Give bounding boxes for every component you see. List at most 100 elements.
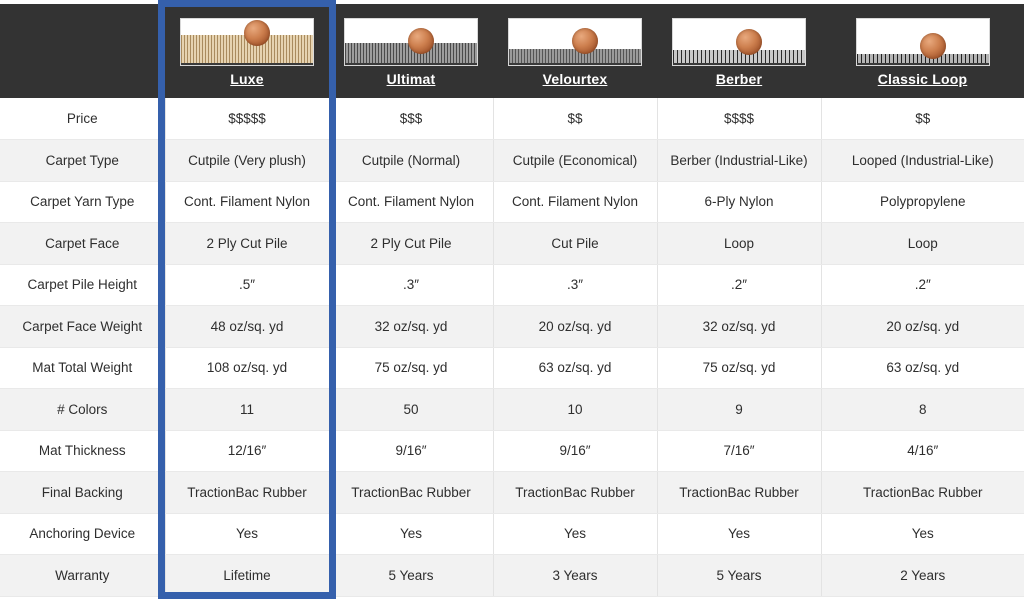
table-cell: 2 Years — [821, 554, 1024, 597]
table-cell: $$ — [821, 98, 1024, 140]
penny-scale-reference-icon — [572, 27, 598, 54]
row-label-cell: Carpet Face — [0, 222, 166, 265]
table-cell: Yes — [821, 513, 1024, 555]
product-comparison-table: Luxe Ultimat Velourtex Berber Classic Loop P… — [0, 4, 1024, 597]
penny-scale-reference-icon — [919, 32, 946, 59]
table-cell: 63 oz/sq. yd — [821, 347, 1024, 389]
penny-scale-reference-icon — [408, 27, 434, 54]
table-cell: Polypropylene — [821, 181, 1024, 223]
row-label-cell: Carpet Type — [0, 139, 166, 182]
product-header-velourtex[interactable]: Velourtex — [493, 4, 657, 98]
header-row: Luxe Ultimat Velourtex Berber Classic Loop — [0, 4, 1024, 98]
table-cell: 20 oz/sq. yd — [493, 305, 658, 348]
table-cell: 63 oz/sq. yd — [493, 347, 658, 389]
carpet-cross-section-with-penny-velourtex-thumbnail — [508, 17, 642, 66]
table-row: Carpet Face Weight 48 oz/sq. yd 32 oz/sq. … — [0, 305, 1024, 348]
product-name-label[interactable]: Ultimat — [386, 70, 436, 87]
product-name-label[interactable]: Velourtex — [542, 70, 608, 87]
carpet-cross-section-with-penny-ultimat-thumbnail — [344, 17, 478, 66]
table-cell: 12/16″ — [165, 430, 330, 472]
table-row: Anchoring Device Yes Yes Yes Yes Yes — [0, 513, 1024, 555]
table-cell: $$$$ — [657, 98, 822, 140]
row-label-cell: Final Backing — [0, 471, 166, 514]
table-row: Price $$$$$ $$$ $$ $$$$ $$ — [0, 98, 1024, 140]
table-cell: Cutpile (Economical) — [493, 139, 658, 182]
table-cell: 50 — [329, 388, 494, 431]
table-row: Final Backing TractionBac Rubber TractionB… — [0, 471, 1024, 514]
table-cell: .3″ — [493, 264, 658, 306]
table-cell: Looped (Industrial-Like) — [821, 139, 1024, 182]
table-cell: 48 oz/sq. yd — [165, 305, 330, 348]
product-name-label[interactable]: Luxe — [230, 70, 264, 87]
table-cell: .5″ — [165, 264, 330, 306]
table-cell: 7/16″ — [657, 430, 822, 472]
table-row: Carpet Face 2 Ply Cut Pile 2 Ply Cut Pile C… — [0, 222, 1024, 265]
table-cell: 9/16″ — [493, 430, 658, 472]
table-cell: 9 — [657, 388, 822, 431]
table-body: Price $$$$$ $$$ $$ $$$$ $$ Carpet Type Cutpile … — [0, 98, 1024, 597]
table-cell: TractionBac Rubber — [165, 471, 330, 514]
table-cell: 11 — [165, 388, 330, 431]
header-corner-cell — [0, 4, 165, 98]
table-cell: Lifetime — [165, 554, 330, 597]
penny-scale-reference-icon — [736, 28, 762, 55]
table-cell: 5 Years — [657, 554, 822, 597]
table-cell: Cutpile (Normal) — [329, 139, 494, 182]
table-cell: 108 oz/sq. yd — [165, 347, 330, 389]
table-cell: $$$$$ — [165, 98, 330, 140]
table-cell: TractionBac Rubber — [493, 471, 658, 514]
table-cell: 2 Ply Cut Pile — [165, 222, 330, 265]
table-cell: 5 Years — [329, 554, 494, 597]
row-label-cell: Carpet Pile Height — [0, 264, 166, 306]
product-header-classic-loop[interactable]: Classic Loop — [821, 4, 1024, 98]
row-label-cell: Price — [0, 98, 166, 140]
table-row: Carpet Yarn Type Cont. Filament Nylon Cont… — [0, 181, 1024, 223]
product-header-berber[interactable]: Berber — [657, 4, 821, 98]
table-cell: .2″ — [821, 264, 1024, 306]
product-header-luxe[interactable]: Luxe — [165, 4, 329, 98]
product-header-ultimat[interactable]: Ultimat — [329, 4, 493, 98]
table-cell: Cutpile (Very plush) — [165, 139, 330, 182]
table-cell: .2″ — [657, 264, 822, 306]
product-name-label[interactable]: Classic Loop — [877, 70, 968, 87]
table-cell: 75 oz/sq. yd — [657, 347, 822, 389]
table-cell: 10 — [493, 388, 658, 431]
table-cell: 9/16″ — [329, 430, 494, 472]
table-cell: Cont. Filament Nylon — [329, 181, 494, 223]
row-label-cell: Warranty — [0, 554, 166, 597]
carpet-cross-section-with-penny-luxe-thumbnail — [180, 17, 314, 66]
product-name-label[interactable]: Berber — [715, 70, 763, 87]
table-cell: 32 oz/sq. yd — [657, 305, 822, 348]
table-cell: Loop — [657, 222, 822, 265]
row-label-cell: Carpet Yarn Type — [0, 181, 166, 223]
table-cell: Yes — [165, 513, 330, 555]
table-cell: Yes — [329, 513, 494, 555]
row-label-cell: Mat Total Weight — [0, 347, 166, 389]
table-cell: TractionBac Rubber — [657, 471, 822, 514]
table-cell: Cont. Filament Nylon — [165, 181, 330, 223]
carpet-cross-section-with-penny-classicloop-thumbnail — [855, 17, 990, 66]
table-cell: 8 — [821, 388, 1024, 431]
row-label-cell: Mat Thickness — [0, 430, 166, 472]
table-cell: Loop — [821, 222, 1024, 265]
table-cell: Yes — [493, 513, 658, 555]
table-cell: 3 Years — [493, 554, 658, 597]
table-cell: 32 oz/sq. yd — [329, 305, 494, 348]
table-cell: 75 oz/sq. yd — [329, 347, 494, 389]
table-cell: TractionBac Rubber — [329, 471, 494, 514]
table-cell: Yes — [657, 513, 822, 555]
table-cell: 4/16″ — [821, 430, 1024, 472]
row-label-cell: Carpet Face Weight — [0, 305, 166, 348]
table-cell: Cut Pile — [493, 222, 658, 265]
table-cell: Cont. Filament Nylon — [493, 181, 658, 223]
table-row: Warranty Lifetime 5 Years 3 Years 5 Years 2 Y… — [0, 554, 1024, 597]
table-cell: .3″ — [329, 264, 494, 306]
table-cell: $$ — [493, 98, 658, 140]
table-cell: 6-Ply Nylon — [657, 181, 822, 223]
penny-scale-reference-icon — [244, 19, 270, 46]
table-cell: Berber (Industrial-Like) — [657, 139, 822, 182]
table-row: Carpet Type Cutpile (Very plush) Cutpile (… — [0, 139, 1024, 182]
table-cell: $$$ — [329, 98, 494, 140]
table-row: Mat Thickness 12/16″ 9/16″ 9/16″ 7/16″ 4/16″ — [0, 430, 1024, 472]
